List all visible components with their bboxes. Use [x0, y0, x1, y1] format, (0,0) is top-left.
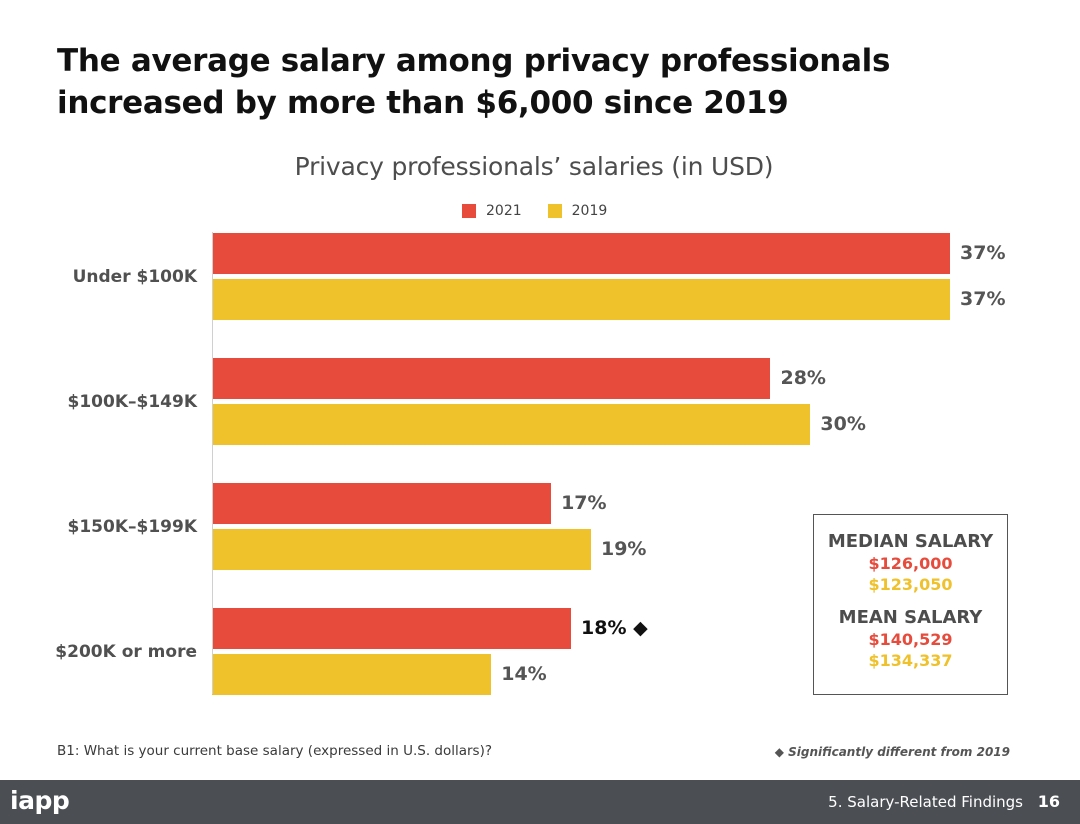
legend-swatch-2019: [547, 204, 562, 218]
category-label: $100K–$149K: [67, 392, 197, 412]
page-number: 16: [1037, 792, 1060, 811]
bar-value-label: 18% ◆: [581, 617, 648, 639]
median-heading: MEDIAN SALARY: [827, 531, 994, 552]
bar-2019: [212, 654, 492, 695]
significance-note: ◆ Significantly different from 2019: [774, 745, 1010, 759]
bar-2019: [212, 404, 811, 445]
bar-2021: [212, 233, 950, 274]
legend-swatch-2021: [462, 204, 476, 218]
legend-label-2021: 2021: [486, 203, 522, 219]
median-2021-value: $126,000: [868, 554, 953, 573]
bar-value-label: 28%: [780, 367, 826, 389]
legend-label-2019: 2019: [571, 203, 608, 219]
median-2019-value: $123,050: [868, 575, 953, 594]
bar-2019: [212, 279, 950, 320]
footer-bar: iapp 5. Salary-Related Findings 16: [0, 780, 1080, 824]
chart-title: Privacy professionals’ salaries (in USD): [294, 152, 774, 181]
mean-2019-value: $134,337: [868, 651, 953, 670]
axis-line: [212, 232, 213, 694]
bar-value-label: 37%: [960, 242, 1006, 264]
mean-heading: MEAN SALARY: [838, 607, 983, 628]
legend-item-2019: 2019: [547, 203, 608, 219]
bar-2021: [212, 608, 572, 649]
iapp-logo: iapp: [10, 786, 70, 815]
bar-value-label: 17%: [561, 492, 607, 514]
category-label: $150K–$199K: [67, 517, 197, 537]
mean-2021-value: $140,529: [868, 630, 953, 649]
bar-value-label: 19%: [600, 538, 647, 560]
category-label: Under $100K: [72, 267, 197, 287]
category-label: $200K or more: [55, 642, 197, 662]
bar-value-label: 14%: [501, 663, 547, 685]
summary-box: MEDIAN SALARY $126,000 $123,050 MEAN SAL…: [813, 514, 1008, 695]
legend: 2021 2019: [462, 201, 633, 221]
section-title: 5. Salary-Related Findings: [828, 793, 1023, 811]
bar-value-label: 30%: [820, 413, 866, 435]
bar-2021: [212, 483, 552, 524]
headline: The average salary among privacy profess…: [57, 43, 891, 121]
footnote: B1: What is your current base salary (ex…: [57, 743, 493, 759]
legend-item-2021: 2021: [462, 203, 522, 219]
bar-2021: [212, 358, 771, 399]
bar-value-label: 37%: [960, 288, 1006, 310]
bar-2019: [212, 529, 591, 570]
